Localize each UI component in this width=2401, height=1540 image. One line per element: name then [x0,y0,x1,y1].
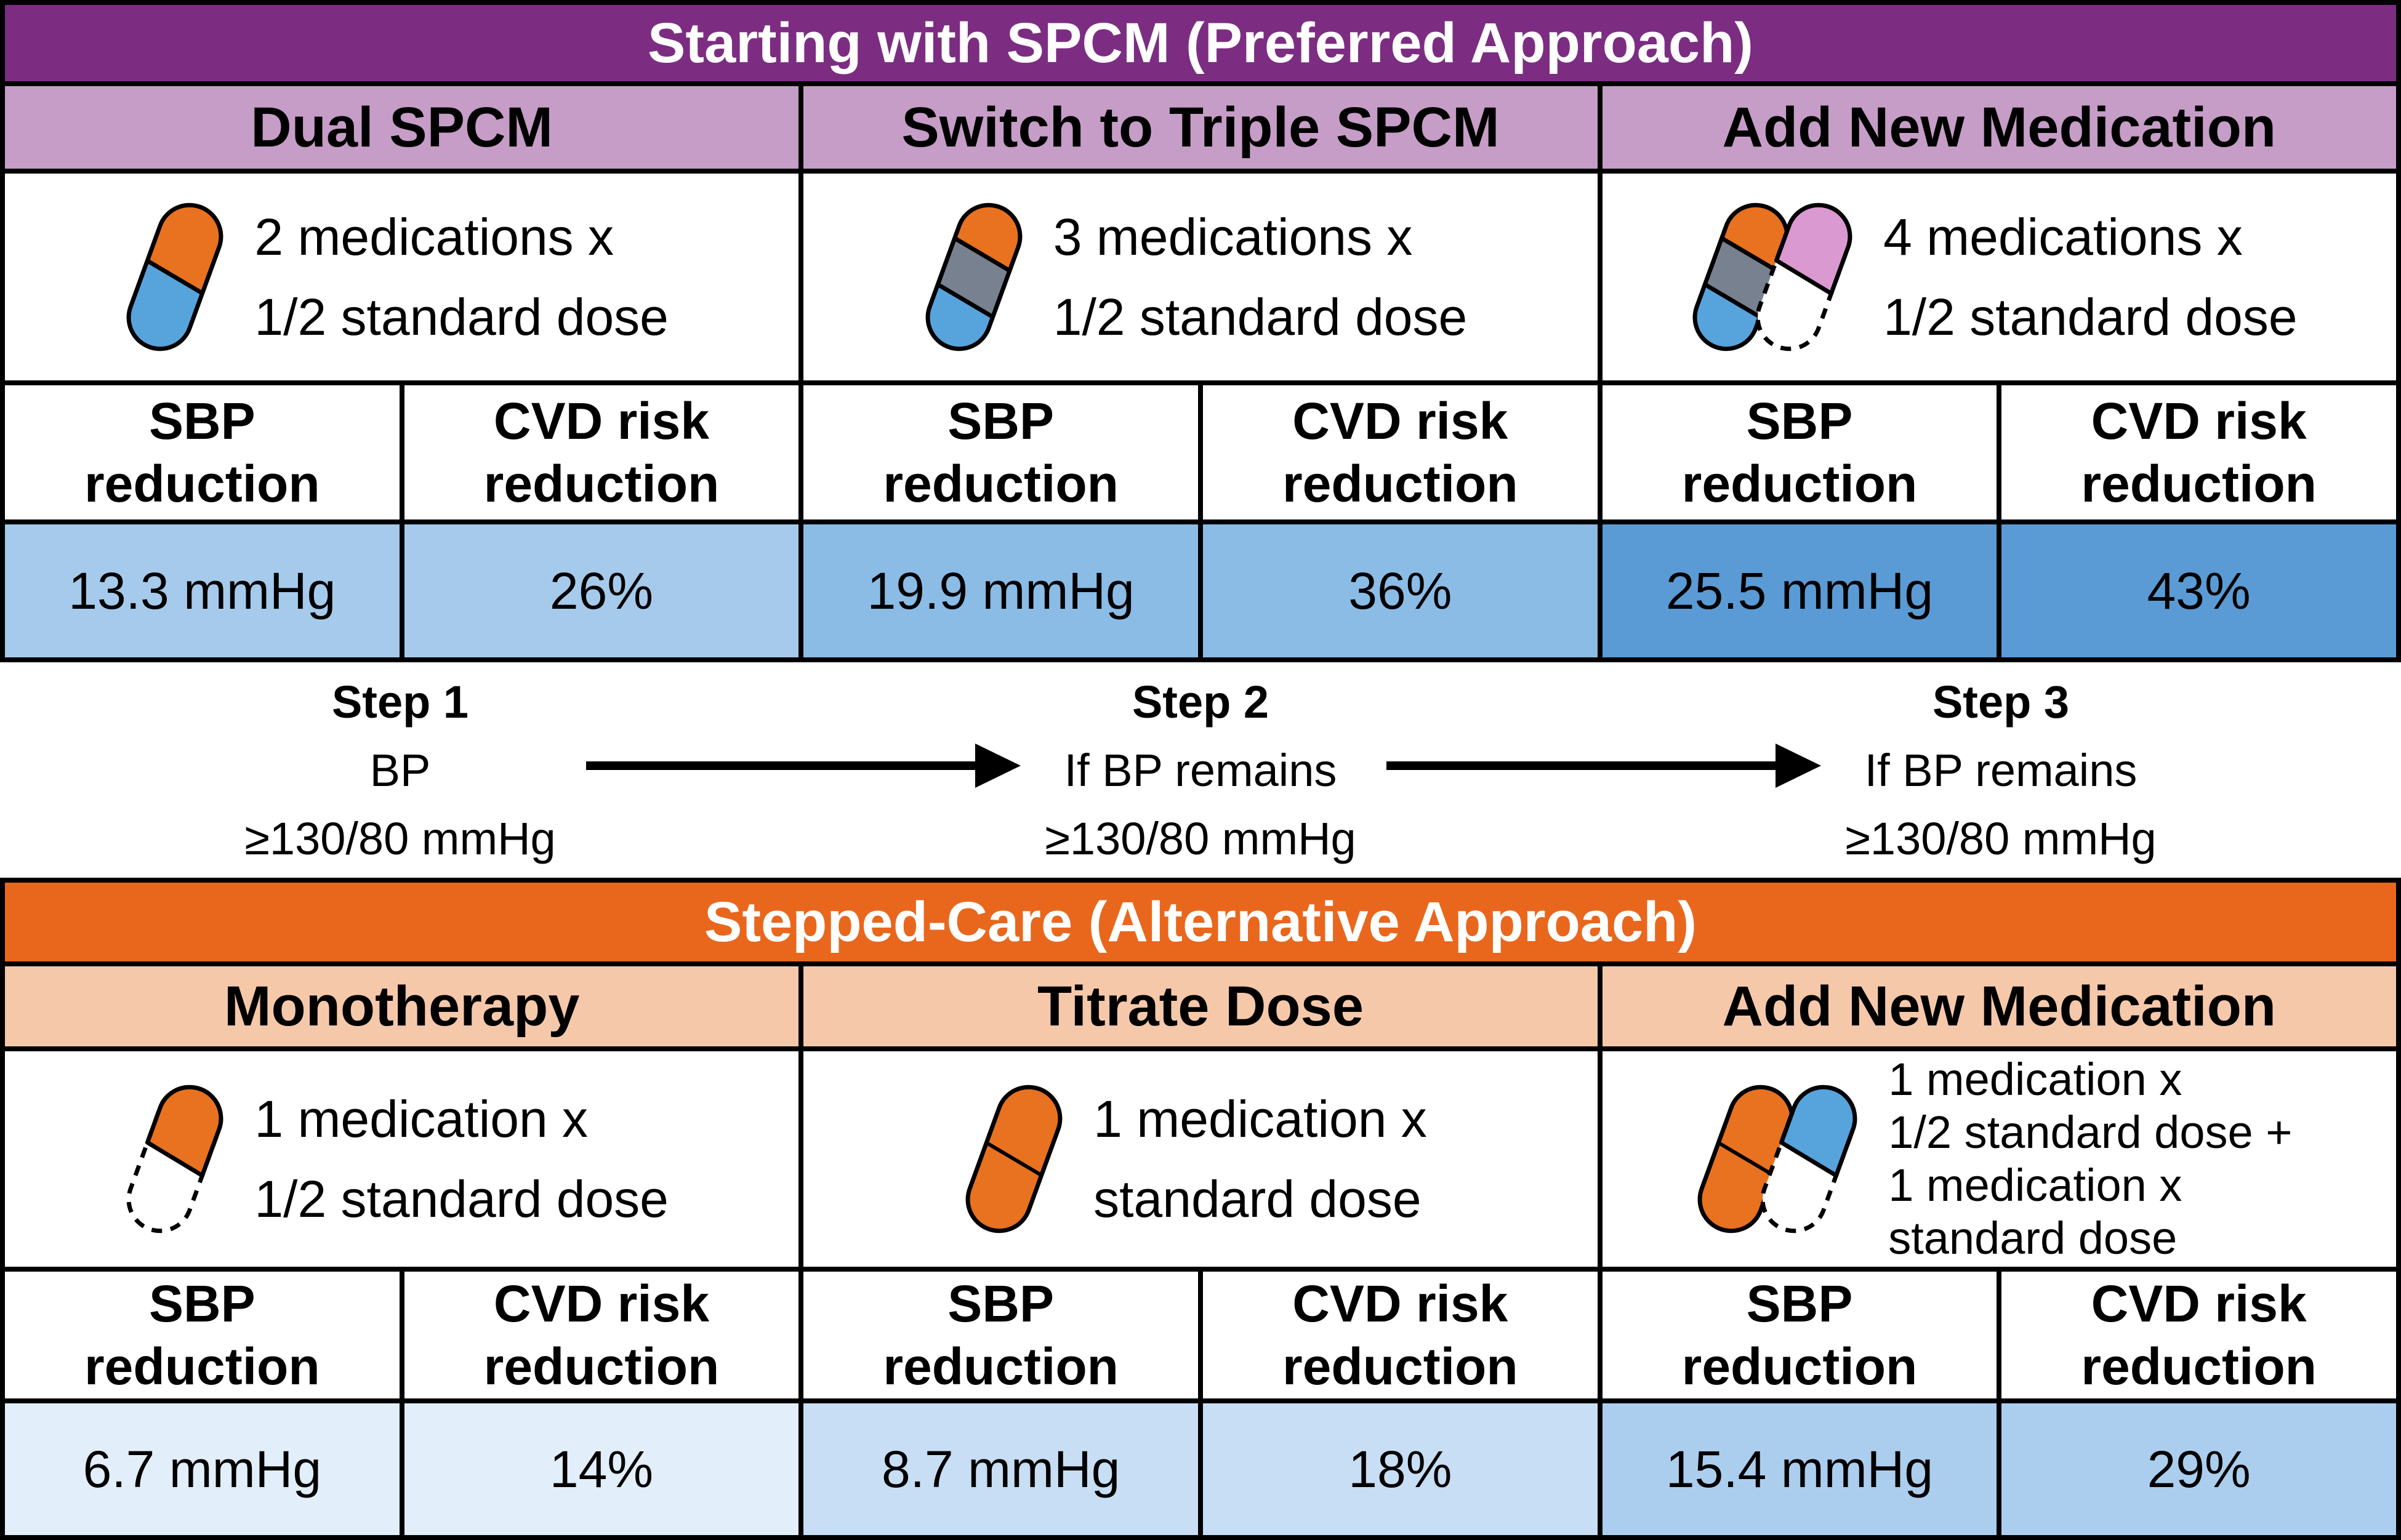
stepped-section-header: Stepped-Care (Alternative Approach) [5,883,2396,961]
sbp-value: 19.9 mmHg [803,524,1198,657]
step-3-label: Step 3 If BP remains ≥130/80 mmHg [1845,676,2157,864]
sbp-reduction-header: SBP reduction [5,385,400,519]
sbp-value: 8.7 mmHg [803,1403,1198,1535]
column-header-add-new-medication: Add New Medication [1602,966,2396,1046]
cvd-value: 18% [1203,1403,1598,1535]
cvd-risk-reduction-header: CVD risk reduction [2001,385,2396,519]
dose-description: 2 medications x 1/2 standard dose [254,207,669,346]
cvd-risk-reduction-header: CVD risk reduction [404,385,799,519]
cvd-risk-reduction-header: CVD risk reduction [1203,1272,1598,1398]
cvd-risk-reduction-header: CVD risk reduction [404,1272,799,1398]
blue-half-dashed-pill-icon [1760,1085,1857,1233]
preferred-section-header: Starting with SPCM (Preferred Approach) [5,5,2396,81]
stepped-care-table: Stepped-Care (Alternative Approach) Mono… [0,878,2401,1540]
sbp-reduction-header: SBP reduction [1602,385,1997,519]
step-1-label: Step 1 BP ≥130/80 mmHg [244,676,556,864]
cvd-value: 43% [2001,524,2396,657]
sbp-reduction-header: SBP reduction [5,1272,400,1398]
add-medication-dose-cell: 4 medications x 1/2 standard dose [1602,174,2396,380]
dose-description: 1 medication x standard dose [1093,1089,1427,1228]
sbp-value: 15.4 mmHg [1602,1403,1997,1535]
dose-description: 3 medications x 1/2 standard dose [1053,207,1468,346]
titrate-dose-cell: 1 medication x standard dose [803,1051,1598,1267]
column-header-dual-spcm: Dual SPCM [5,86,799,169]
column-header-add-new-medication: Add New Medication [1602,86,2396,169]
sbp-value: 25.5 mmHg [1602,524,1997,657]
orange-half-dashed-pill-icon [126,1085,223,1233]
preferred-approach-table: Starting with SPCM (Preferred Approach) … [0,0,2401,662]
dose-description: 4 medications x 1/2 standard dose [1883,207,2298,346]
sbp-value: 13.3 mmHg [5,524,400,657]
column-header-monotherapy: Monotherapy [5,966,799,1046]
sbp-value: 6.7 mmHg [5,1403,400,1535]
orange-scored-pill-icon [959,1078,1069,1240]
column-header-titrate-dose: Titrate Dose [803,966,1598,1046]
sbp-reduction-header: SBP reduction [1602,1272,1997,1398]
cvd-risk-reduction-header: CVD risk reduction [1203,385,1598,519]
cvd-risk-reduction-header: CVD risk reduction [2001,1272,2396,1398]
sbp-reduction-header: SBP reduction [803,1272,1198,1398]
step-2-label: Step 2 If BP remains ≥130/80 mmHg [1045,676,1356,864]
dose-description: 1 medication x 1/2 standard dose + 1 med… [1888,1054,2293,1264]
column-header-triple-spcm: Switch to Triple SPCM [803,86,1598,169]
cvd-value: 14% [404,1403,799,1535]
dose-description: 1 medication x 1/2 standard dose [254,1089,669,1228]
cvd-value: 36% [1203,524,1598,657]
monotherapy-dose-cell: 1 medication x 1/2 standard dose [5,1051,799,1267]
triple-capsule-pill-icon [919,196,1029,358]
pink-half-dashed-pill-icon [1755,203,1852,351]
cvd-value: 26% [404,524,799,657]
sbp-reduction-header: SBP reduction [803,385,1198,519]
steps-band: Step 1 BP ≥130/80 mmHg Step 2 If BP rema… [0,662,2401,878]
stepped-add-medication-dose-cell: 1 medication x 1/2 standard dose + 1 med… [1602,1051,2396,1267]
dual-capsule-pill-icon [120,196,230,358]
cvd-value: 29% [2001,1403,2396,1535]
triple-spcm-dose-cell: 3 medications x 1/2 standard dose [803,174,1598,380]
dual-spcm-dose-cell: 2 medications x 1/2 standard dose [5,174,799,380]
